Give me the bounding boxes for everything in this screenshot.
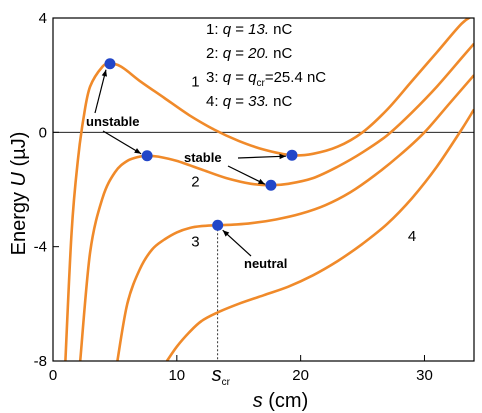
- plot-frame: [52, 17, 475, 362]
- arrow-unstable-1-shaft: [94, 69, 107, 114]
- annotation-stable: stable: [184, 150, 222, 165]
- arrow-stable-2-shaft: [227, 165, 266, 185]
- x-tick-label-10: 10: [168, 367, 185, 384]
- series-2-line: [78, 42, 474, 361]
- scr-label: scr: [212, 364, 231, 388]
- point-series-1-1: [286, 149, 298, 161]
- point-series-3-4: [212, 219, 224, 231]
- series-1-line: [64, 18, 472, 361]
- series-label-2: 2: [191, 174, 199, 191]
- annotation-neutral: neutral: [244, 256, 287, 271]
- legend-entry-1: 1: q = 13. nC: [206, 21, 293, 38]
- series-4-line: [165, 108, 474, 361]
- points-layer: [104, 58, 298, 231]
- x-tick-label-30: 30: [416, 367, 433, 384]
- arrow-unstable-1-head: [101, 69, 108, 77]
- series-label-1: 1: [191, 74, 199, 91]
- arrow-unstable-2-head: [134, 148, 142, 154]
- arrow-stable-1-shaft: [237, 155, 287, 159]
- series-label-3: 3: [191, 234, 199, 251]
- annotation-unstable: unstable: [86, 114, 139, 129]
- y-tick-label-0: 0: [39, 124, 47, 141]
- curves-layer: [53, 18, 474, 361]
- point-series-2-3: [265, 179, 277, 191]
- x-tick-label-0: 0: [49, 367, 57, 384]
- arrow-neutral-head: [222, 230, 230, 237]
- y-tick-label--4: -4: [34, 239, 47, 256]
- legend-entry-3: 3: q = qcr=25.4 nC: [206, 69, 326, 89]
- point-series-1-0: [104, 58, 116, 70]
- y-tick-label-4: 4: [39, 10, 47, 27]
- arrow-stable-2-head: [257, 178, 265, 185]
- arrow-unstable-2-shaft: [102, 130, 142, 155]
- legend-entry-4: 4: q = 33. nC: [206, 93, 293, 110]
- series-3-line: [116, 74, 474, 361]
- legend-entry-2: 2: q = 20. nC: [206, 45, 293, 62]
- x-axis-label: s (cm): [253, 390, 309, 412]
- y-axis-label: Energy U (µJ): [8, 132, 30, 256]
- x-tick-label-20: 20: [292, 367, 309, 384]
- point-series-2-2: [141, 150, 153, 162]
- series-label-4: 4: [408, 228, 416, 245]
- arrow-stable-1-head: [279, 153, 286, 160]
- y-tick-label--8: -8: [34, 353, 47, 370]
- labels-layer: scr s (cm) Energy U (µJ) 1: q = 13. nC 2: q …: [8, 21, 416, 412]
